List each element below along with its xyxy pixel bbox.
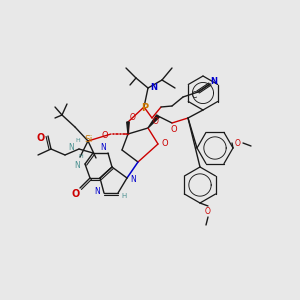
Polygon shape [148, 115, 159, 128]
Text: O: O [153, 116, 159, 125]
Text: N: N [130, 176, 136, 184]
Text: O: O [235, 139, 241, 148]
Text: N: N [74, 160, 80, 169]
Text: O: O [72, 189, 80, 199]
Text: C: C [191, 92, 196, 100]
Text: O: O [102, 131, 108, 140]
Text: H: H [76, 139, 80, 143]
Text: N: N [211, 76, 218, 85]
Text: H: H [79, 154, 83, 160]
Text: Si: Si [85, 136, 93, 145]
Text: N: N [68, 143, 74, 152]
Text: N: N [100, 142, 106, 152]
Text: N: N [94, 187, 100, 196]
Text: O: O [162, 139, 168, 148]
Text: H: H [122, 193, 127, 199]
Text: P: P [141, 103, 148, 113]
Text: O: O [130, 113, 136, 122]
Text: O: O [171, 125, 177, 134]
Text: O: O [37, 133, 45, 143]
Text: N: N [151, 82, 158, 91]
Text: O: O [205, 208, 211, 217]
Polygon shape [127, 122, 129, 134]
